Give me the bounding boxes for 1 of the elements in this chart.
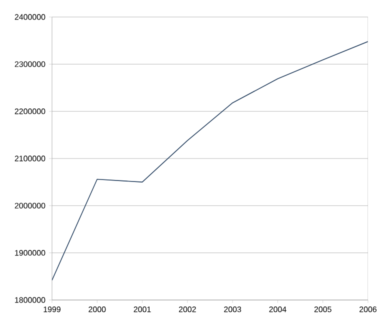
line-series xyxy=(52,41,368,281)
